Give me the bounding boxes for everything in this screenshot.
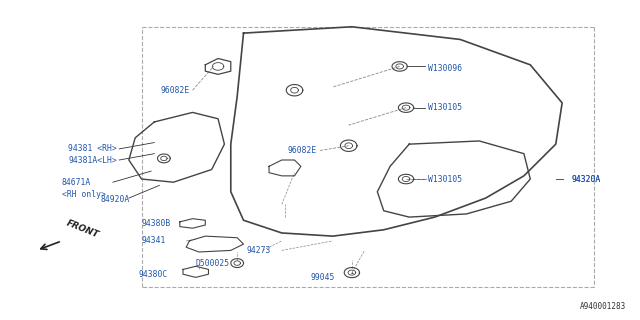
Text: 96082E: 96082E: [160, 86, 189, 95]
Text: 94380C: 94380C: [138, 270, 168, 279]
Text: 94380B: 94380B: [141, 219, 171, 228]
Text: 99045: 99045: [310, 273, 335, 282]
Text: W130096: W130096: [428, 63, 463, 73]
Text: <RH only>: <RH only>: [62, 190, 106, 199]
Text: 94273: 94273: [246, 246, 271, 255]
Text: W130105: W130105: [428, 174, 463, 184]
Text: 96082E: 96082E: [287, 146, 317, 155]
Text: 94381 <RH>: 94381 <RH>: [68, 144, 117, 153]
Text: W130105: W130105: [428, 103, 463, 112]
Text: 84671A: 84671A: [62, 178, 91, 187]
Text: 94320A: 94320A: [572, 174, 601, 184]
Text: 94381A<LH>: 94381A<LH>: [68, 156, 117, 164]
Text: 84920A: 84920A: [100, 195, 129, 204]
Text: 94320A: 94320A: [572, 174, 601, 184]
Text: 94341: 94341: [141, 236, 166, 245]
Text: D500025: D500025: [196, 259, 230, 268]
Text: FRONT: FRONT: [65, 218, 100, 239]
Text: A940001283: A940001283: [580, 302, 626, 311]
